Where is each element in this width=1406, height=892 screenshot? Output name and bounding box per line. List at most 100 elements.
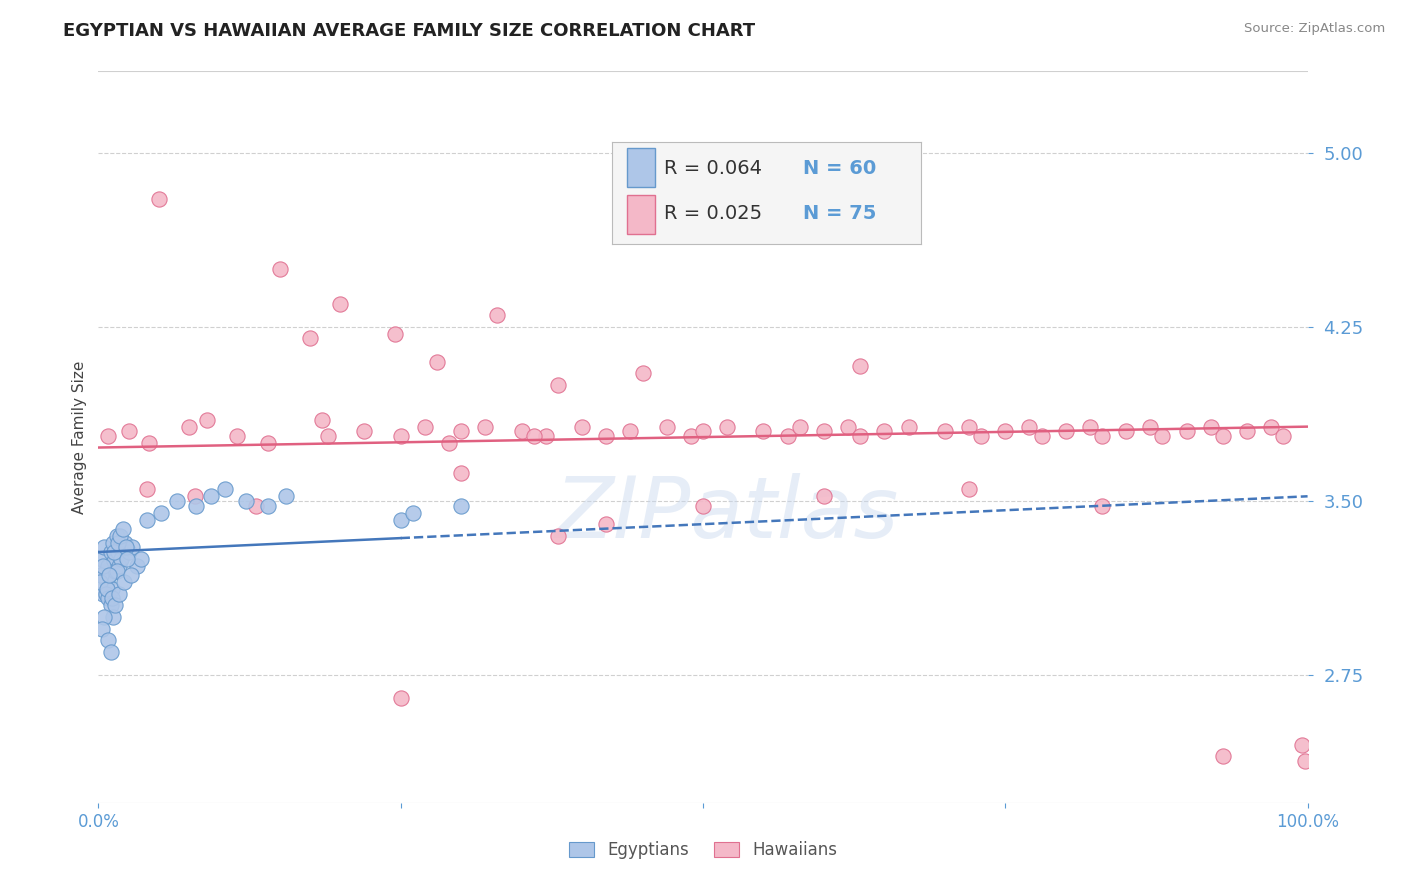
Point: [226, 429, 249, 443]
Point: [214, 483, 236, 497]
Point: [93, 610, 115, 624]
FancyBboxPatch shape: [627, 148, 655, 187]
Point: [179, 419, 201, 434]
Point: [389, 691, 412, 706]
Point: [96, 582, 118, 597]
Point: [105, 564, 128, 578]
Point: [94, 587, 117, 601]
Point: [108, 587, 131, 601]
Point: [1018, 419, 1040, 434]
Point: [595, 517, 617, 532]
Point: [135, 483, 157, 497]
Point: [138, 436, 160, 450]
Point: [299, 331, 322, 345]
Point: [450, 466, 472, 480]
Point: [994, 424, 1017, 438]
Point: [486, 308, 509, 322]
Point: [957, 419, 980, 434]
Point: [114, 535, 136, 549]
Point: [776, 429, 799, 443]
Point: [108, 529, 131, 543]
Point: [100, 582, 122, 597]
Text: EGYPTIAN VS HAWAIIAN AVERAGE FAMILY SIZE CORRELATION CHART: EGYPTIAN VS HAWAIIAN AVERAGE FAMILY SIZE…: [63, 22, 755, 40]
Point: [523, 429, 546, 443]
Point: [1091, 499, 1114, 513]
Point: [117, 552, 139, 566]
Point: [329, 296, 352, 310]
Text: ZIPatlas: ZIPatlas: [555, 474, 900, 557]
Point: [118, 545, 141, 559]
Point: [89, 575, 111, 590]
Point: [534, 429, 557, 443]
Point: [655, 419, 678, 434]
Point: [100, 599, 122, 613]
Point: [1078, 419, 1101, 434]
Point: [98, 568, 121, 582]
Point: [1031, 429, 1053, 443]
Text: R = 0.025: R = 0.025: [664, 204, 762, 223]
Point: [450, 424, 472, 438]
Point: [91, 558, 114, 573]
Point: [269, 261, 291, 276]
Point: [91, 552, 114, 566]
Point: [547, 377, 569, 392]
Point: [752, 424, 775, 438]
Point: [98, 568, 121, 582]
Point: [127, 558, 149, 573]
Point: [970, 429, 993, 443]
Point: [402, 506, 425, 520]
Point: [111, 522, 134, 536]
Point: [813, 424, 835, 438]
Point: [692, 499, 714, 513]
Point: [1054, 424, 1077, 438]
Y-axis label: Average Family Size: Average Family Size: [72, 360, 87, 514]
Point: [595, 429, 617, 443]
Point: [110, 552, 132, 566]
Point: [129, 552, 152, 566]
Point: [873, 424, 896, 438]
Point: [957, 483, 980, 497]
Point: [849, 359, 872, 374]
Point: [311, 412, 333, 426]
Point: [90, 568, 112, 582]
Point: [107, 535, 129, 549]
Point: [120, 568, 142, 582]
Point: [934, 424, 956, 438]
Point: [184, 489, 207, 503]
Point: [91, 587, 114, 601]
Text: N = 75: N = 75: [803, 204, 877, 223]
Point: [235, 494, 257, 508]
Point: [105, 529, 128, 543]
Point: [121, 541, 143, 555]
Point: [97, 591, 120, 606]
Point: [1212, 429, 1234, 443]
Point: [186, 499, 208, 513]
Point: [837, 419, 859, 434]
Point: [1291, 738, 1313, 752]
Legend: Egyptians, Hawaiians: Egyptians, Hawaiians: [561, 833, 845, 868]
Point: [256, 499, 278, 513]
Point: [97, 429, 120, 443]
Point: [101, 610, 124, 624]
Point: [389, 512, 412, 526]
Point: [94, 564, 117, 578]
Point: [96, 575, 118, 590]
Point: [93, 541, 115, 555]
Point: [1236, 424, 1258, 438]
Point: [104, 564, 127, 578]
Point: [112, 575, 135, 590]
Point: [100, 591, 122, 606]
Point: [1260, 419, 1282, 434]
Point: [274, 489, 297, 503]
Point: [103, 554, 125, 568]
Point: [389, 429, 412, 443]
Point: [1199, 419, 1222, 434]
Point: [619, 424, 641, 438]
Point: [426, 354, 449, 368]
Point: [103, 545, 125, 559]
Point: [789, 419, 811, 434]
Point: [118, 424, 141, 438]
Point: [716, 419, 738, 434]
Point: [101, 535, 124, 549]
Point: [107, 545, 129, 559]
